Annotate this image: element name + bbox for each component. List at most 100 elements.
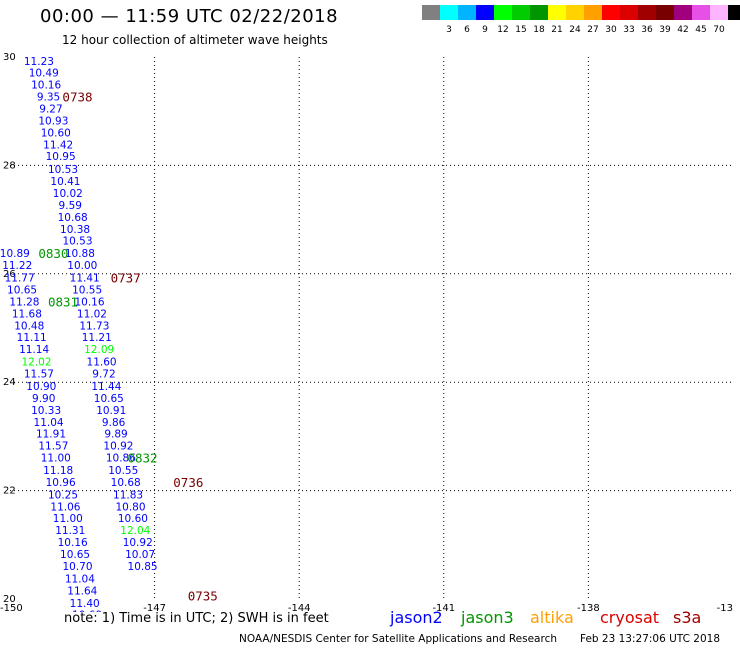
scale-label: 30 [605, 25, 617, 35]
wave-height-label: 11.68 [12, 308, 42, 320]
map-subtitle: 12 hour collection of altimeter wave hei… [62, 33, 328, 47]
scale-swatch [710, 5, 728, 20]
scale-swatch [422, 5, 440, 20]
wave-height-label: 10.65 [94, 393, 124, 405]
scale-swatch [620, 5, 638, 20]
wave-height-label: 10.41 [50, 176, 80, 188]
wave-height-label: 11.42 [43, 139, 73, 151]
wave-height-label: 11.02 [77, 308, 107, 320]
wave-height-label: 10.48 [14, 320, 44, 332]
pass-time-label: 0735 [188, 589, 218, 604]
wave-height-label: 9.86 [102, 417, 126, 429]
wave-height-label: 9.35 [37, 92, 60, 104]
wave-height-label: 10.92 [123, 537, 153, 549]
scale-swatch [602, 5, 620, 20]
scale-swatch [692, 5, 710, 20]
wave-height-label: 10.55 [108, 465, 138, 477]
credit-line: NOAA/NESDIS Center for Satellite Applica… [239, 633, 557, 645]
wave-height-label: 10.53 [48, 164, 78, 176]
scale-label: 12 [497, 25, 509, 35]
wave-height-label: 10.65 [60, 549, 90, 561]
wave-height-label: 11.04 [34, 417, 64, 429]
wave-height-label: 10.89 [0, 248, 30, 260]
y-tick-label: 24 [3, 377, 16, 388]
wave-height-label: 11.91 [36, 429, 66, 441]
scale-swatch [548, 5, 566, 20]
wave-height-label: 11.21 [82, 332, 112, 344]
legend-jason2: jason2 [390, 608, 443, 627]
scale-label: 36 [641, 25, 653, 35]
wave-height-label: 11.60 [87, 357, 117, 369]
wave-height-label: 11.31 [55, 525, 85, 537]
wave-height-label: 10.53 [62, 236, 92, 248]
wave-height-label: 10.68 [111, 477, 141, 489]
y-tick-label: 30 [3, 52, 16, 63]
wave-height-label: 10.60 [41, 127, 71, 139]
y-tick-label: 26 [3, 269, 16, 280]
wave-height-label: 10.80 [115, 501, 145, 513]
wave-height-label: 10.00 [67, 260, 97, 272]
wave-height-label: 11.44 [91, 381, 121, 393]
legend-cryosat: cryosat [600, 608, 660, 627]
scale-swatch [584, 5, 602, 20]
wave-height-label: 10.49 [29, 68, 59, 80]
scale-label: 15 [515, 25, 527, 35]
wave-height-label: 10.86 [106, 453, 136, 465]
wave-height-label: 10.16 [31, 80, 61, 92]
scale-label: 18 [533, 25, 545, 35]
x-tick-label: -141 [432, 603, 455, 612]
wave-height-label: 11.23 [24, 56, 54, 68]
scale-swatch [494, 5, 512, 20]
wave-height-label: 11.57 [24, 369, 54, 381]
scale-swatch [530, 5, 548, 20]
scale-swatch [656, 5, 674, 20]
wave-height-label: 9.59 [59, 200, 82, 212]
wave-height-label: 10.95 [46, 151, 76, 163]
wave-height-label: 12.09 [84, 344, 114, 356]
wave-height-label: 9.27 [39, 103, 62, 115]
wave-height-label: 10.90 [26, 381, 56, 393]
y-tick-label: 28 [3, 160, 16, 171]
wave-height-label: 10.91 [96, 405, 126, 417]
wave-height-label: 11.77 [5, 273, 35, 285]
wave-height-label: 10.70 [62, 561, 92, 573]
wave-height-label: 11.73 [79, 320, 109, 332]
wave-height-label: 10.25 [48, 489, 78, 501]
y-tick-label: 22 [3, 486, 16, 497]
wave-height-label: 9.90 [32, 393, 55, 405]
scale-label: 33 [623, 25, 635, 35]
wave-height-label: 11.57 [38, 441, 68, 453]
wave-height-label: 11.40 [70, 598, 100, 610]
wave-height-label: 10.55 [72, 285, 102, 297]
wave-height-label: 10.96 [46, 477, 76, 489]
scale-label: 3 [446, 25, 452, 35]
scale-label: 70 [713, 25, 725, 35]
pass-time-label: 0736 [173, 475, 203, 490]
wave-height-label: 11.00 [41, 453, 71, 465]
wave-height-label: 11.22 [2, 260, 32, 272]
wave-height-label: 11.04 [65, 573, 95, 585]
x-tick-label: -147 [143, 603, 166, 612]
scale-label: 42 [677, 25, 689, 35]
wave-height-label: 10.88 [65, 248, 95, 260]
scale-swatch [674, 5, 692, 20]
scale-label: 45 [695, 25, 707, 35]
scale-swatch [566, 5, 584, 20]
wave-height-label: 12.02 [21, 357, 51, 369]
scale-label: 6 [464, 25, 470, 35]
footnote: note: 1) Time is in UTC; 2) SWH is in fe… [64, 611, 329, 626]
wave-height-label: 11.06 [50, 501, 80, 513]
wave-height-label: 10.93 [38, 115, 68, 127]
scale-label: 39 [659, 25, 671, 35]
wave-height-label: 10.33 [31, 405, 61, 417]
wave-height-label: 10.68 [58, 212, 88, 224]
wave-height-label: 11.11 [17, 332, 47, 344]
x-tick-label: -138 [577, 603, 600, 612]
wave-height-label: 10.02 [53, 188, 83, 200]
scale-swatch [476, 5, 494, 20]
wave-height-label: 10.92 [103, 441, 133, 453]
scale-label: 27 [587, 25, 599, 35]
x-tick-label: -13 [717, 603, 733, 612]
pass-time-label: 0738 [62, 90, 92, 105]
scale-label: 9 [482, 25, 488, 35]
